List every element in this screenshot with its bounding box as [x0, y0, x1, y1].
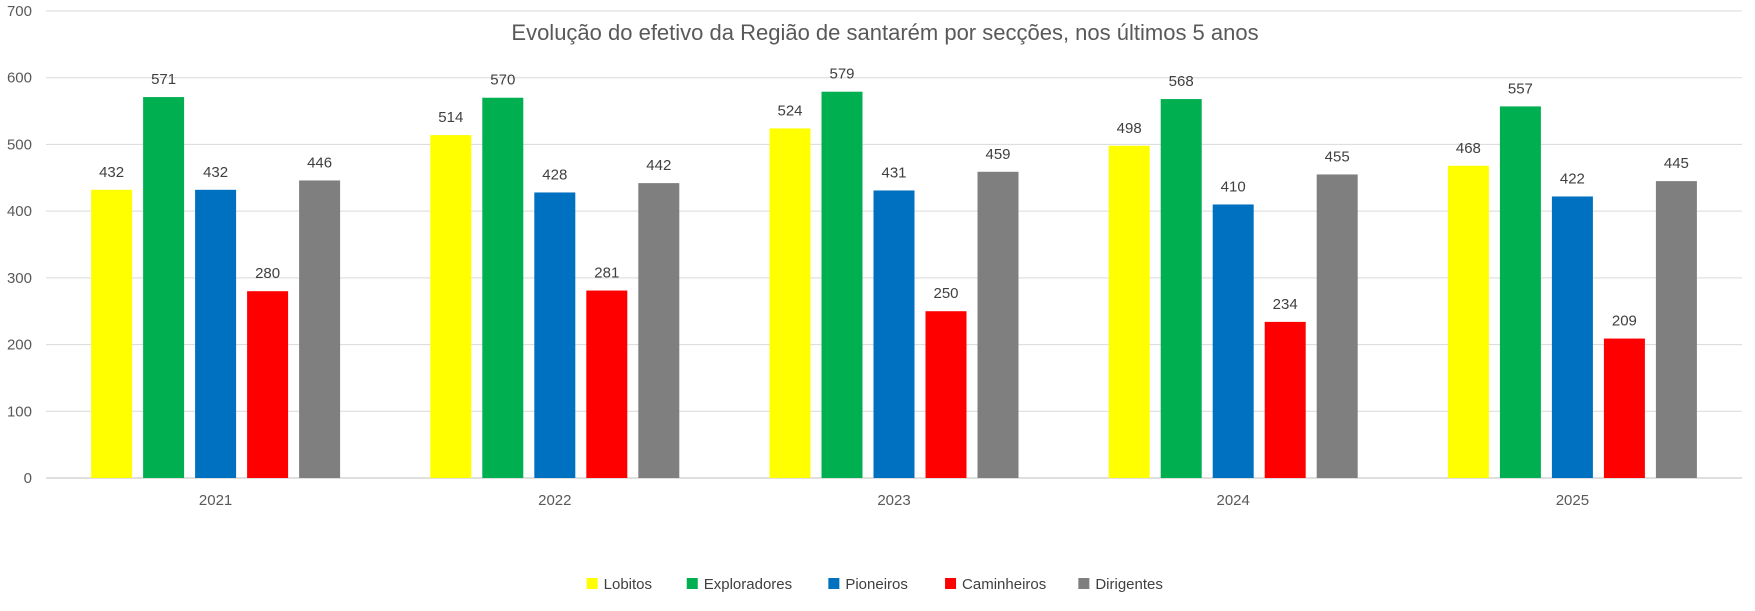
- data-label: 442: [646, 157, 671, 174]
- data-label: 410: [1221, 178, 1246, 195]
- legend-item-lobitos[interactable]: Lobitos: [586, 576, 652, 593]
- data-label: 428: [542, 166, 567, 183]
- data-label: 281: [594, 265, 619, 282]
- legend-item-pioneiros[interactable]: Pioneiros: [828, 576, 908, 593]
- y-tick-label: 300: [7, 270, 32, 287]
- data-label: 432: [203, 164, 228, 181]
- bar-dirigentes-2021: [299, 180, 341, 478]
- bar-dirigentes-2025: [1655, 181, 1697, 478]
- data-label: 571: [151, 71, 176, 88]
- y-tick-label: 100: [7, 403, 32, 420]
- chart-title: Evolução do efetivo da Região de santaré…: [511, 20, 1258, 45]
- data-label: 459: [985, 146, 1010, 163]
- bar-lobitos-2021: [91, 189, 133, 478]
- bar-lobitos-2022: [430, 135, 472, 479]
- bar-lobitos-2024: [1108, 145, 1150, 478]
- x-tick-label: 2021: [199, 492, 232, 509]
- y-tick-label: 0: [24, 470, 32, 487]
- bar-exploradores-2023: [821, 91, 863, 478]
- legend-label: Lobitos: [604, 576, 652, 593]
- x-axis: 2021 2022 2023 2024 2025: [199, 492, 1589, 509]
- bar-caminheiros-2021: [247, 291, 289, 478]
- y-axis: 0 100 200 300 400 500 600 700: [7, 3, 32, 487]
- y-tick-label: 400: [7, 203, 32, 220]
- legend-swatch: [945, 578, 957, 589]
- data-label: 570: [490, 72, 515, 89]
- legend[interactable]: Lobitos Exploradores Pioneiros Caminheiros D…: [586, 576, 1163, 593]
- y-tick-label: 600: [7, 70, 32, 87]
- bar-exploradores-2024: [1160, 99, 1202, 478]
- bar-dirigentes-2024: [1316, 174, 1358, 478]
- legend-label: Caminheiros: [962, 576, 1046, 593]
- legend-label: Pioneiros: [845, 576, 908, 593]
- data-label: 431: [881, 164, 906, 181]
- data-label: 524: [777, 102, 802, 119]
- data-label: 445: [1664, 155, 1689, 172]
- bar-lobitos-2025: [1447, 165, 1489, 478]
- x-tick-label: 2025: [1556, 492, 1589, 509]
- bar-pioneiros-2025: [1551, 196, 1593, 479]
- data-label: 468: [1456, 140, 1481, 157]
- bar-dirigentes-2023: [977, 171, 1019, 478]
- data-label: 432: [99, 164, 124, 181]
- y-tick-label: 700: [7, 3, 32, 20]
- y-tick-label: 200: [7, 337, 32, 354]
- data-labels: 432 571 432 280 446 514 570 428 281 442 524 579 431 2…: [99, 66, 1689, 330]
- legend-label: Dirigentes: [1095, 576, 1163, 593]
- legend-item-dirigentes[interactable]: Dirigentes: [1078, 576, 1163, 593]
- y-tick-label: 500: [7, 136, 32, 153]
- x-tick-label: 2024: [1217, 492, 1250, 509]
- bar-caminheiros-2024: [1264, 321, 1306, 478]
- data-label: 422: [1560, 170, 1585, 187]
- bars: [91, 91, 1697, 479]
- bar-exploradores-2021: [143, 97, 185, 478]
- bar-lobitos-2023: [769, 128, 811, 478]
- data-label: 514: [438, 109, 463, 126]
- legend-swatch: [686, 578, 698, 589]
- bar-dirigentes-2022: [638, 183, 680, 478]
- data-label: 234: [1273, 296, 1298, 313]
- bar-caminheiros-2022: [586, 290, 628, 478]
- legend-item-caminheiros[interactable]: Caminheiros: [945, 576, 1046, 593]
- x-tick-label: 2022: [538, 492, 571, 509]
- bar-caminheiros-2025: [1603, 338, 1645, 478]
- data-label: 498: [1117, 120, 1142, 137]
- data-label: 557: [1508, 80, 1533, 97]
- bar-pioneiros-2024: [1212, 204, 1254, 478]
- bar-exploradores-2022: [482, 97, 524, 478]
- bar-pioneiros-2021: [195, 189, 237, 478]
- legend-swatch: [828, 578, 840, 589]
- data-label: 446: [307, 154, 332, 171]
- data-label: 455: [1325, 148, 1350, 165]
- data-label: 568: [1169, 73, 1194, 90]
- x-tick-label: 2023: [877, 492, 910, 509]
- bar-pioneiros-2022: [534, 192, 576, 478]
- bar-pioneiros-2023: [873, 190, 915, 478]
- legend-swatch: [586, 578, 598, 589]
- data-label: 250: [933, 285, 958, 302]
- bar-exploradores-2025: [1499, 106, 1541, 478]
- bar-caminheiros-2023: [925, 311, 967, 478]
- data-label: 579: [829, 66, 854, 83]
- legend-item-exploradores[interactable]: Exploradores: [686, 576, 792, 593]
- data-label: 280: [255, 265, 280, 282]
- data-label: 209: [1612, 313, 1637, 330]
- legend-label: Exploradores: [704, 576, 792, 593]
- legend-swatch: [1078, 578, 1090, 589]
